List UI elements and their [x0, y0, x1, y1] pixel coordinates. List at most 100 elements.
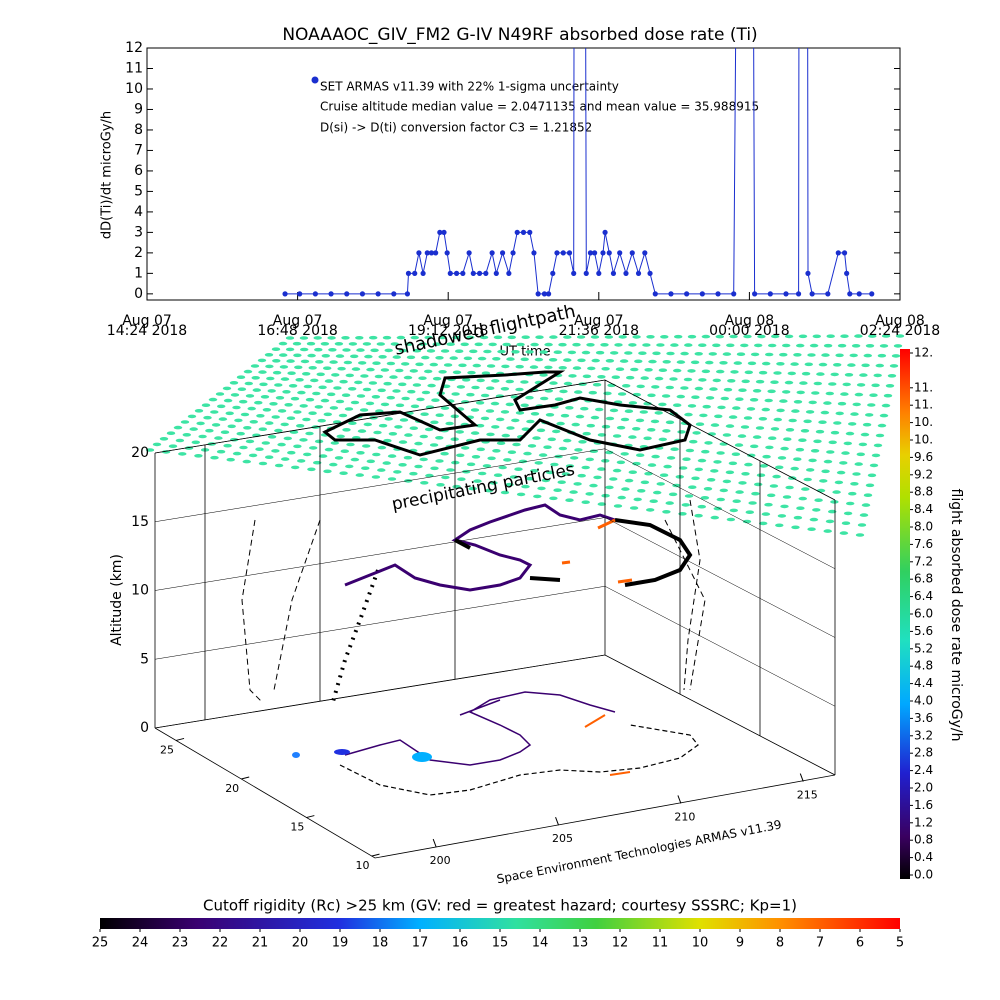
annotation: D(si) -> D(ti) conversion factor C3 = 1.… — [320, 121, 592, 135]
x-tick-label: 210 — [674, 810, 695, 823]
field-dot — [728, 461, 738, 466]
field-dot — [507, 450, 517, 455]
field-dot — [254, 400, 263, 405]
field-dot — [289, 430, 299, 434]
field-dot — [694, 513, 703, 518]
field-dot — [438, 335, 447, 340]
colorbar-tick-label: 6.0 — [914, 607, 933, 621]
field-dot — [412, 348, 422, 353]
field-dot — [285, 336, 295, 340]
field-dot — [500, 490, 510, 495]
field-dot — [687, 404, 697, 408]
z-grid-line — [154, 448, 606, 522]
field-dot — [586, 343, 595, 347]
field-dot — [534, 357, 544, 362]
field-dot — [691, 476, 700, 481]
field-dot — [674, 334, 683, 339]
data-point — [805, 270, 811, 276]
y-tick-label: 12 — [125, 40, 143, 56]
field-dot — [843, 511, 853, 516]
colorbar-tick-label: 10 — [692, 936, 709, 951]
x-tick-label: 02:24 2018 — [860, 323, 940, 339]
field-dot — [776, 408, 785, 413]
field-dot — [440, 406, 450, 410]
field-dot — [431, 398, 440, 403]
y-tick-label: 2 — [134, 245, 143, 261]
flightpath-shadow — [241, 499, 706, 703]
field-dot — [654, 411, 663, 415]
field-dot — [232, 451, 242, 456]
field-dot — [857, 523, 867, 527]
data-point — [592, 250, 598, 256]
field-dot — [773, 371, 782, 375]
field-dot — [560, 413, 570, 418]
field-dot — [511, 418, 520, 423]
field-dot — [323, 469, 332, 474]
field-dot — [785, 485, 794, 490]
legend-label: SET ARMAS v11.39 with 22% 1-sigma uncert… — [320, 80, 619, 94]
field-dot — [830, 430, 840, 435]
field-dot — [744, 370, 753, 375]
field-dot — [407, 389, 416, 394]
field-dot — [830, 372, 839, 377]
data-point — [731, 291, 737, 297]
colorbar-tick-label: 8 — [776, 936, 784, 951]
field-dot — [376, 342, 385, 346]
field-dot — [654, 376, 664, 381]
field-dot — [597, 467, 606, 471]
field-dot — [486, 432, 495, 437]
field-dot — [392, 389, 401, 393]
field-dot — [577, 358, 586, 363]
field-dot — [526, 419, 535, 424]
field-dot — [387, 477, 397, 481]
field-dot — [755, 379, 765, 384]
field-dot — [867, 473, 877, 478]
field-dot — [568, 374, 577, 378]
field-dot — [703, 487, 713, 491]
field-dot — [757, 334, 766, 339]
field-dot — [323, 412, 332, 417]
field-dot — [414, 441, 423, 446]
field-dot — [610, 351, 619, 355]
field-dot — [668, 492, 678, 497]
field-dot — [640, 376, 649, 380]
field-dot — [307, 467, 316, 472]
field-dot — [813, 381, 822, 386]
field-dot — [793, 353, 802, 357]
data-point — [635, 270, 642, 276]
field-dot — [595, 350, 605, 355]
field-dot — [362, 387, 372, 392]
field-dot — [269, 402, 278, 406]
field-dot — [557, 480, 566, 485]
field-dot — [378, 423, 388, 428]
field-dot — [733, 361, 742, 365]
field-dot — [189, 427, 198, 431]
field-dot — [318, 454, 328, 458]
data-point — [809, 291, 815, 297]
field-dot — [462, 378, 471, 382]
field-dot — [295, 378, 304, 382]
field-dot — [265, 421, 274, 425]
colorbar-tick-label: 7 — [816, 936, 824, 951]
field-dot — [342, 348, 351, 352]
data-point — [506, 270, 512, 276]
field-dot — [762, 454, 771, 459]
field-dot — [239, 399, 248, 404]
field-dot — [762, 361, 771, 366]
field-dot — [544, 389, 553, 393]
field-dot — [747, 453, 756, 458]
field-dot — [474, 342, 483, 347]
field-dot — [236, 375, 246, 380]
field-dot — [346, 442, 355, 447]
field-dot — [795, 447, 805, 452]
field-dot — [440, 349, 450, 353]
z-grid-line — [154, 517, 606, 591]
field-dot — [691, 395, 700, 400]
field-dot — [561, 472, 571, 476]
field-dot — [738, 388, 747, 393]
field-dot — [712, 343, 721, 348]
field-dot — [722, 352, 732, 356]
field-dot — [782, 343, 791, 348]
field-dot — [816, 488, 826, 493]
field-dot — [486, 364, 496, 368]
